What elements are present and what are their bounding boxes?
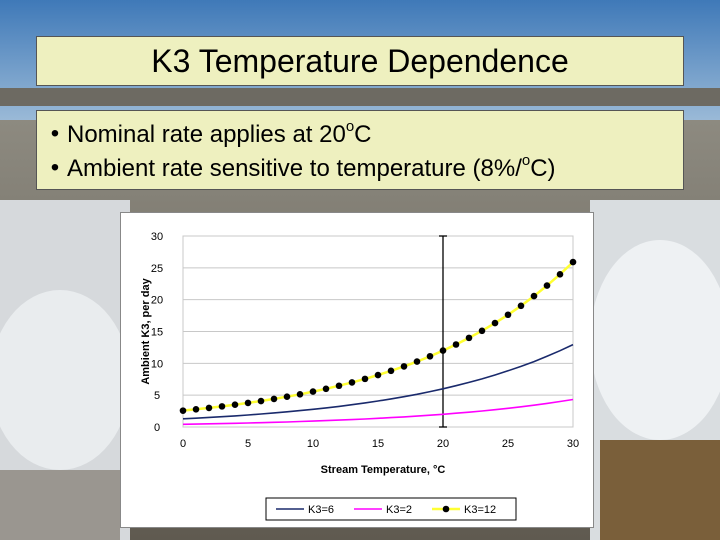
x-tick-label: 30 — [567, 438, 579, 450]
plot-area-border — [182, 235, 574, 428]
chart-panel: 0 5 10 15 20 25 30 0 5 10 15 20 25 30 Stream Temperatu… — [120, 212, 594, 528]
data-point-k3-12 — [244, 399, 252, 407]
data-point-k3-12 — [439, 347, 447, 354]
series-line-k3-6 — [182, 343, 574, 420]
x-tick-label: 0 — [180, 438, 186, 450]
data-point-k3-12 — [556, 271, 564, 278]
data-point-k3-12 — [387, 367, 395, 375]
bullet-text: Ambient rate sensitive to temperature (8… — [67, 151, 556, 182]
data-point-k3-12 — [400, 363, 408, 370]
data-point-k3-12 — [491, 319, 499, 327]
data-point-k3-12 — [335, 382, 343, 390]
data-point-k3-12 — [504, 311, 512, 319]
data-point-k3-12 — [257, 397, 265, 405]
data-point-k3-12 — [218, 403, 226, 410]
slide-title-box: K3 Temperature Dependence — [36, 36, 684, 86]
data-point-k3-12 — [205, 404, 213, 412]
y-tick-label: 25 — [151, 263, 163, 275]
bullet-item: • Nominal rate applies at 20oC — [43, 117, 683, 151]
data-point-k3-12 — [361, 375, 369, 383]
k3-temperature-chart: 0 5 10 15 20 25 30 0 5 10 15 20 25 30 Stream Temperatu… — [140, 231, 579, 521]
y-tick-label: 15 — [151, 327, 163, 339]
series-line-k3-12 — [182, 261, 574, 412]
data-point-k3-12 — [452, 341, 460, 348]
x-tick-label: 10 — [307, 438, 319, 450]
bullet-marker: • — [50, 120, 60, 147]
data-point-k3-12 — [283, 393, 291, 400]
legend-marker-k3-12 — [442, 505, 450, 513]
data-point-k3-12 — [413, 358, 421, 365]
legend-label-k3-2: K3=2 — [386, 504, 412, 516]
legend-box — [265, 497, 517, 521]
data-point-k3-12 — [348, 379, 356, 386]
data-point-k3-12 — [296, 390, 304, 398]
bullet-marker: • — [50, 154, 60, 181]
series-line-k3-2 — [182, 398, 574, 426]
legend-label-k3-6: K3=6 — [308, 504, 334, 516]
data-point-k3-12 — [517, 302, 525, 310]
data-point-k3-12 — [478, 327, 486, 335]
data-point-k3-12 — [270, 395, 278, 403]
data-point-k3-12 — [322, 385, 330, 393]
slide-title: K3 Temperature Dependence — [151, 42, 569, 79]
data-point-k3-12 — [179, 407, 187, 414]
data-point-k3-12 — [309, 388, 317, 395]
x-tick-label: 5 — [245, 438, 251, 450]
data-point-k3-12 — [543, 282, 551, 289]
data-point-k3-12 — [374, 371, 382, 379]
data-point-k3-12 — [465, 334, 473, 342]
x-tick-label: 25 — [502, 438, 514, 450]
bullet-list: • Nominal rate applies at 20oC • Ambient… — [36, 110, 684, 190]
y-tick-label: 5 — [154, 390, 160, 402]
data-point-k3-12 — [426, 352, 434, 360]
data-point-k3-12 — [530, 292, 538, 300]
x-axis-label: Stream Temperature, °C — [321, 464, 446, 476]
y-tick-label: 10 — [151, 358, 163, 370]
data-point-k3-12 — [569, 258, 577, 266]
x-tick-label: 20 — [437, 438, 449, 450]
bullet-item: • Ambient rate sensitive to temperature … — [43, 151, 683, 185]
data-point-k3-12 — [192, 406, 200, 413]
bullet-text: Nominal rate applies at 20oC — [67, 117, 372, 148]
x-tick-label: 15 — [372, 438, 384, 450]
y-tick-label: 0 — [154, 422, 160, 434]
y-tick-label: 20 — [151, 295, 163, 307]
legend-label-k3-12: K3=12 — [464, 504, 496, 516]
y-tick-label: 30 — [151, 231, 163, 243]
y-axis-label: Ambient K3, per day — [140, 277, 152, 384]
data-point-k3-12 — [231, 401, 239, 409]
